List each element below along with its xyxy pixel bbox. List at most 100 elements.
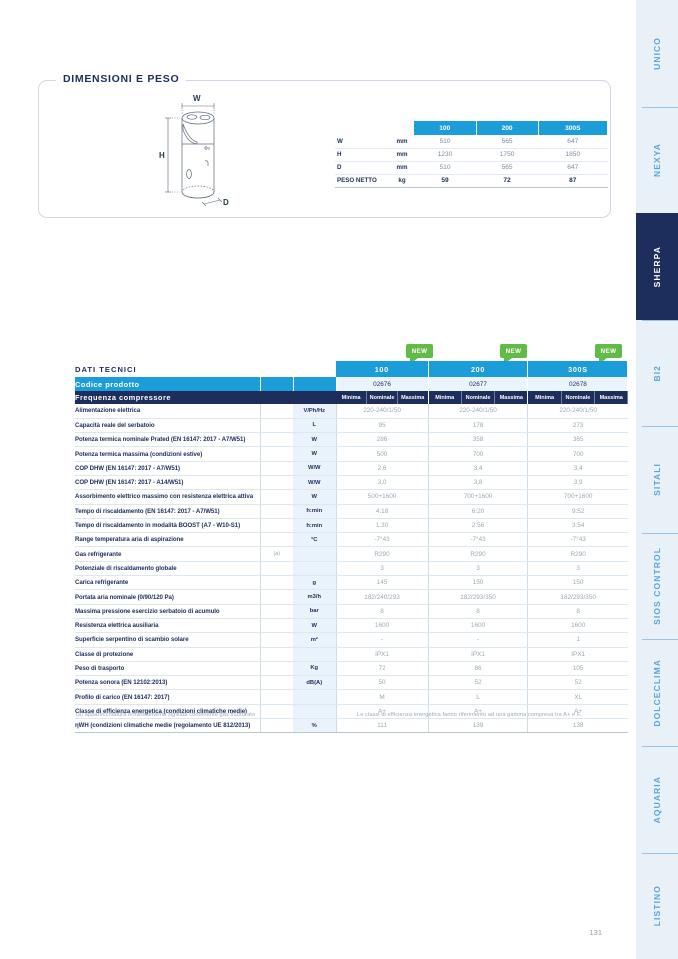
dim-cell: 565 <box>476 135 539 149</box>
tech-cell-200: R290 <box>428 546 529 562</box>
sidebar-tab-sitali[interactable]: SITALI <box>635 426 678 533</box>
product-code-label: Codice prodotto <box>75 377 261 391</box>
tech-row-label: Portata aria nominale (0/90/120 Pa) <box>75 589 260 605</box>
tech-row-note <box>259 647 293 662</box>
sidebar-tab-nexya[interactable]: NEXYA <box>635 106 678 214</box>
tech-row-unit: L <box>293 418 336 434</box>
table-row: Tempo di riscaldamento in modalità BOOST… <box>75 518 628 534</box>
sidebar-tab-sios-control[interactable]: SIOS CONTROL <box>635 532 678 640</box>
tech-cell-100: 95 <box>335 418 429 434</box>
compressor-frequency-row: Frequenza compressore Minima Nominale Ma… <box>75 391 629 404</box>
freq-300s-nom: Nominale <box>561 391 596 404</box>
tech-row-label: Potenza termica nominale Prated (EN 1614… <box>75 432 260 448</box>
sidebar-tab-sherpa[interactable]: SHERPA <box>636 213 678 320</box>
tech-row-label: Peso di trasporto <box>75 661 260 677</box>
page-number: 131 <box>589 928 602 937</box>
freq-200-max: Massima <box>494 391 529 404</box>
tech-cell-200: 1600 <box>428 618 529 634</box>
tech-row-unit: m3/h <box>293 589 336 605</box>
table-row: COP DHW (EN 16147: 2017 - A7/W51) W/W 2,6 3… <box>75 461 628 476</box>
tech-row-label: Classe di efficienza energetica (condizi… <box>75 704 260 720</box>
tech-row-unit: dB(A) <box>293 675 336 691</box>
tech-row-unit: m² <box>293 632 336 648</box>
tech-section-title: DATI TECNICI <box>75 361 260 377</box>
tech-row-label: COP DHW (EN 16147: 2017 - A7/W51) <box>75 461 260 476</box>
tech-row-unit: Kg <box>293 661 336 677</box>
table-row: Capacità reale del serbatoio L 95 178 273 <box>75 418 628 434</box>
dim-col-300s: 300S <box>538 121 609 135</box>
dimensions-table-header-row: 100 200 300S <box>335 121 609 135</box>
tech-cell-200: 8 <box>428 604 529 619</box>
tech-row-note <box>259 604 293 619</box>
tech-row-note <box>259 689 293 705</box>
tech-cell-300s: 365 <box>527 432 628 448</box>
tech-cell-100: A+ <box>335 704 429 720</box>
tech-cell-100: 111 <box>335 718 429 734</box>
freq-spacer-unit <box>293 391 336 404</box>
tech-cell-100: IPX1 <box>335 647 429 662</box>
tech-cell-200: - <box>428 632 529 648</box>
table-row: Superficie serpentino di scambio solare m… <box>75 632 628 648</box>
tech-row-unit: W <box>293 618 336 634</box>
table-row: ηWH (condizioni climatiche medie (regola… <box>75 718 628 734</box>
sidebar-tab-bi2[interactable]: BI2 <box>635 319 678 427</box>
product-code-row: Codice prodotto 02676 02677 02678 <box>75 377 629 391</box>
sidebar-tab-label: UNICO <box>652 36 662 70</box>
table-row: Potenza termica nominale Prated (EN 1614… <box>75 432 628 448</box>
tech-cell-300s: 52 <box>527 675 628 691</box>
tech-cell-100: 182/240/293 <box>335 589 429 605</box>
tech-cell-300s: 700+1600 <box>527 489 628 505</box>
tech-cell-300s: 3,9 <box>527 475 628 491</box>
tech-cell-300s: 9:52 <box>527 504 628 519</box>
tech-cell-200: 2:56 <box>428 518 529 534</box>
tech-cell-100: M <box>335 689 429 705</box>
tech-cell-300s: 1 <box>527 632 628 648</box>
tech-cell-100: 1600 <box>335 618 429 634</box>
freq-300s-max: Massima <box>594 391 629 404</box>
sidebar-tab-listino[interactable]: LISTINO <box>635 852 678 959</box>
table-row: Classe di protezione IPX1 IPX1 IPX1 <box>75 647 628 662</box>
product-dimension-drawing: H W D <box>159 94 229 207</box>
tech-cell-300s: 1600 <box>527 618 628 634</box>
table-row: Portata aria nominale (0/90/120 Pa) m3/h 1… <box>75 589 628 605</box>
tech-cell-200: 6:20 <box>428 504 529 519</box>
tech-row-note <box>259 561 293 577</box>
product-code-100: 02676 <box>336 377 429 391</box>
svg-text:D: D <box>223 198 229 207</box>
tech-row-label: Profilo di carico (EN 16147: 2017) <box>75 689 260 705</box>
code-spacer-unit <box>293 377 337 391</box>
tech-row-unit <box>293 704 336 720</box>
sidebar-tab-label: BI2 <box>652 364 662 382</box>
freq-spacer-note <box>260 391 293 404</box>
tech-row-label: Potenza sonora (EN 12102:2013) <box>75 675 260 691</box>
table-row: Peso di trasporto Kg 72 86 105 <box>75 661 628 677</box>
sidebar-tab-label: DOLCECLIMA <box>652 658 662 727</box>
new-badge-100: NEW <box>406 344 433 361</box>
product-code-200: 02677 <box>428 377 529 391</box>
tech-row-label: Superficie serpentino di scambio solare <box>75 632 260 648</box>
tech-row-unit: V/Ph/Hz <box>293 404 336 419</box>
tech-title-row: DATI TECNICI 100 200 300S <box>75 361 629 377</box>
svg-text:H: H <box>159 151 165 160</box>
sidebar-tab-dolceclima[interactable]: DOLCECLIMA <box>635 639 678 746</box>
dim-hdr-blank-unit <box>390 121 414 135</box>
tech-cell-200: 700+1600 <box>428 489 529 505</box>
tech-cell-300s: 3 <box>527 561 628 577</box>
tech-title-spacer-unit <box>293 361 336 377</box>
tech-row-note <box>259 418 293 434</box>
freq-100-nom: Nominale <box>366 391 398 404</box>
sidebar-tab-unico[interactable]: UNICO <box>635 0 678 107</box>
tech-row-note <box>259 661 293 677</box>
table-row: Range temperatura aria di aspirazione °C -… <box>75 532 628 548</box>
new-badge-200: NEW <box>500 344 527 361</box>
tech-cell-200: 358 <box>428 432 529 448</box>
tech-row-unit: W/W <box>293 475 336 491</box>
tech-cell-300s: IPX1 <box>527 647 628 662</box>
tech-cell-300s: 105 <box>527 661 628 677</box>
dim-cell: 510 <box>414 135 477 149</box>
sidebar-tab-aquaria[interactable]: AQUARIA <box>635 745 678 853</box>
tech-row-label: Tempo di riscaldamento in modalità BOOST… <box>75 518 260 534</box>
table-row: Profilo di carico (EN 16147: 2017) M L XL <box>75 689 628 705</box>
tech-row-label: Range temperatura aria di aspirazione <box>75 532 260 548</box>
code-spacer-note <box>260 377 294 391</box>
